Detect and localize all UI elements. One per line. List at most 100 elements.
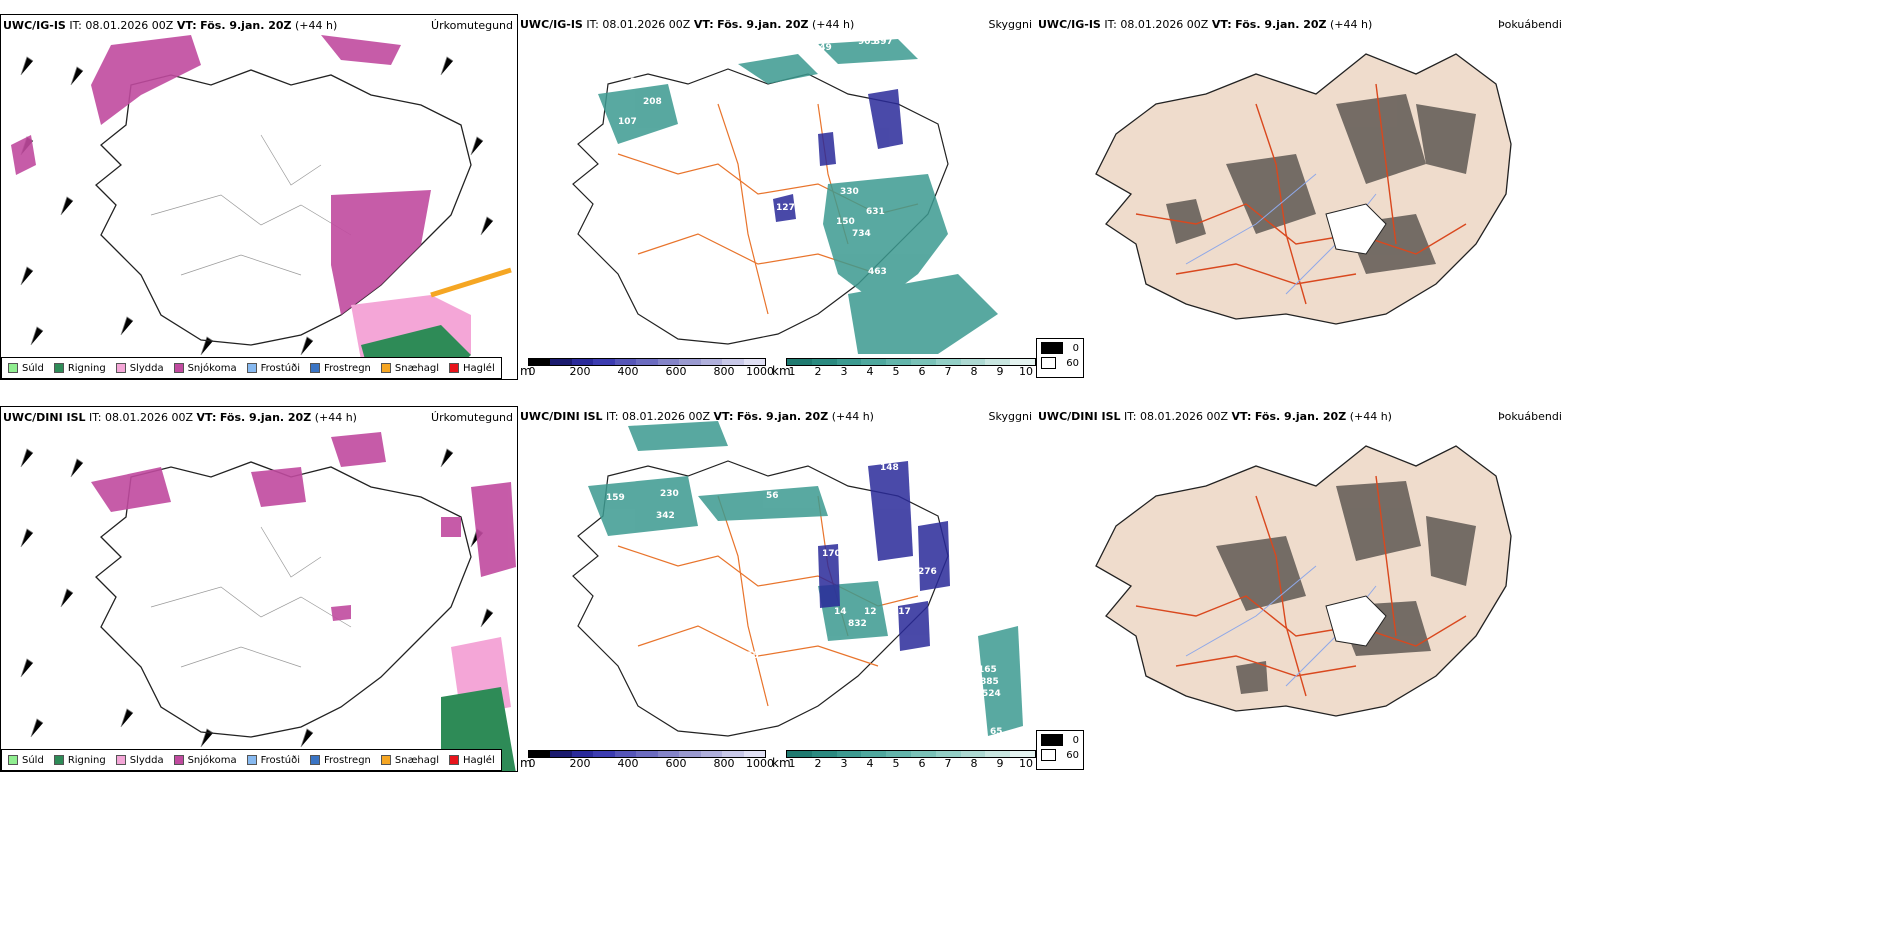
- legend-item: Snæhagl: [380, 363, 439, 374]
- legend-item: Snjókoma: [173, 363, 237, 374]
- fog-legend-item: 60: [1041, 357, 1079, 369]
- vis-colorbar: [786, 750, 1036, 758]
- height-colorbar: [528, 750, 766, 758]
- snow-areas: [11, 35, 431, 315]
- svg-text:127: 127: [776, 203, 795, 213]
- legend-item: Frostúði: [246, 755, 300, 766]
- legend-swatch: [449, 363, 460, 373]
- legend-swatch: [310, 363, 320, 373]
- inland-lines: [150, 134, 352, 276]
- legend-swatch: [53, 363, 64, 373]
- low-cloud-areas: [773, 89, 903, 222]
- fog-legend-item: 60: [1041, 749, 1079, 761]
- visibility-areas: [598, 39, 998, 354]
- vis-ticks: 1 2 3 4 5 6 7 8 9 10: [788, 365, 1034, 378]
- panel-label: Úrkomutegund: [431, 411, 513, 424]
- precip-map: [20, 432, 516, 771]
- svg-text:230: 230: [660, 489, 679, 499]
- legend-item: Snjókoma: [173, 755, 237, 766]
- svg-text:962: 962: [858, 439, 877, 449]
- svg-text:14: 14: [834, 607, 847, 617]
- fog-map: [1095, 445, 1512, 717]
- height-ticks: 0 200 400 600 800 1000: [528, 757, 775, 770]
- legend-item: Rigning: [53, 755, 106, 766]
- svg-text:885: 885: [980, 677, 999, 687]
- svg-text:905: 905: [858, 37, 877, 47]
- legend-swatch: [115, 755, 126, 765]
- vis-ticks: 1 2 3 4 5 6 7 8 9 10: [788, 757, 1034, 770]
- panel-label: Þokuábendi: [1498, 410, 1562, 423]
- legend-swatch: [8, 363, 18, 373]
- svg-text:170: 170: [822, 549, 841, 559]
- cloud-map: 962 148 121 192 56 159 230 342 170 832 1…: [572, 421, 1023, 737]
- vis-colorbar: [786, 358, 1036, 366]
- svg-text:664: 664: [948, 187, 967, 197]
- legend-item: Frostregn: [310, 363, 371, 374]
- iceland-coast: [95, 461, 472, 738]
- legend-swatch: [173, 755, 184, 765]
- svg-text:117: 117: [892, 607, 911, 617]
- panel-label: Úrkomutegund: [431, 19, 513, 32]
- legend-swatch: [449, 755, 460, 765]
- legend-item: Haglél: [449, 363, 495, 374]
- fog-swatch: [1041, 342, 1063, 354]
- panel-title: UWC/IG-IS IT: 08.01.2026 00Z VT: Fös. 9.…: [3, 19, 338, 32]
- panel-label: Þokuábendi: [1498, 18, 1562, 31]
- road-network: [617, 495, 919, 707]
- glacier-outline: [1325, 595, 1387, 647]
- height-ticks: 0 200 400 600 800 1000: [528, 365, 775, 378]
- legend-swatch: [8, 755, 18, 765]
- precip-legend: Súld Rigning Slydda Snjókoma Frostúði Fr…: [1, 749, 502, 771]
- svg-text:65: 65: [990, 727, 1003, 737]
- svg-text:734: 734: [852, 229, 871, 239]
- svg-text:192: 192: [780, 475, 799, 485]
- panel-title: UWC/IG-IS IT: 08.01.2026 00Z VT: Fös. 9.…: [1038, 18, 1373, 31]
- svg-text:148: 148: [880, 463, 899, 473]
- road-network: [1135, 475, 1467, 697]
- cloud-height-labels: 962 148 121 192 56 159 230 342 170 832 1…: [606, 439, 1003, 737]
- svg-text:832: 832: [848, 619, 867, 629]
- fog-legend-item: 0: [1041, 734, 1079, 746]
- svg-text:165: 165: [978, 665, 997, 675]
- svg-text:107: 107: [618, 117, 637, 127]
- svg-text:470: 470: [858, 172, 877, 182]
- svg-text:159: 159: [606, 493, 625, 503]
- fog-legend-item: 0: [1041, 342, 1079, 354]
- legend-swatch: [53, 755, 64, 765]
- svg-text:56: 56: [766, 491, 779, 501]
- fog-panel-bottom: UWC/DINI ISL IT: 08.01.2026 00Z VT: Fös.…: [1036, 406, 1900, 772]
- vis-unit: km: [772, 364, 791, 378]
- fog-legend: 0 60: [1036, 730, 1084, 770]
- legend-swatch: [246, 755, 257, 765]
- height-unit: m: [520, 364, 532, 378]
- legend-swatch: [380, 363, 391, 373]
- legend-item: Súld: [8, 363, 44, 374]
- svg-text:276: 276: [918, 567, 937, 577]
- legend-swatch: [115, 363, 126, 373]
- svg-text:749: 749: [813, 43, 832, 53]
- cloud-map: 749 905 397 96 208 107 27 150 631 734 47…: [572, 37, 998, 354]
- precip-legend: Súld Rigning Slydda Snjókoma Frostúði Fr…: [1, 357, 502, 379]
- panel-title: UWC/DINI ISL IT: 08.01.2026 00Z VT: Fös.…: [1038, 410, 1392, 423]
- cloud-panel-bottom: UWC/DINI ISL IT: 08.01.2026 00Z VT: Fös.…: [518, 406, 1036, 772]
- legend-swatch: [246, 363, 257, 373]
- height-unit: m: [520, 756, 532, 770]
- svg-text:397: 397: [874, 37, 893, 47]
- low-cloud-areas: [818, 461, 950, 651]
- panel-title: UWC/DINI ISL IT: 08.01.2026 00Z VT: Fös.…: [520, 410, 874, 423]
- height-colorbar: [528, 358, 766, 366]
- panel-title: UWC/DINI ISL IT: 08.01.2026 00Z VT: Fös.…: [3, 411, 357, 424]
- legend-item: Snæhagl: [380, 755, 439, 766]
- legend-item: Slydda: [115, 755, 164, 766]
- svg-text:342: 342: [656, 511, 675, 521]
- fog-panel-top: UWC/IG-IS IT: 08.01.2026 00Z VT: Fös. 9.…: [1036, 14, 1900, 380]
- svg-text:12: 12: [864, 607, 877, 617]
- legend-item: Rigning: [53, 363, 106, 374]
- fog-shading: [1166, 94, 1476, 274]
- road-network: [1135, 83, 1467, 305]
- svg-text:135: 135: [643, 137, 662, 147]
- legend-swatch: [173, 363, 184, 373]
- legend-item: Haglél: [449, 755, 495, 766]
- svg-text:631: 631: [866, 207, 885, 217]
- legend-item: Súld: [8, 755, 44, 766]
